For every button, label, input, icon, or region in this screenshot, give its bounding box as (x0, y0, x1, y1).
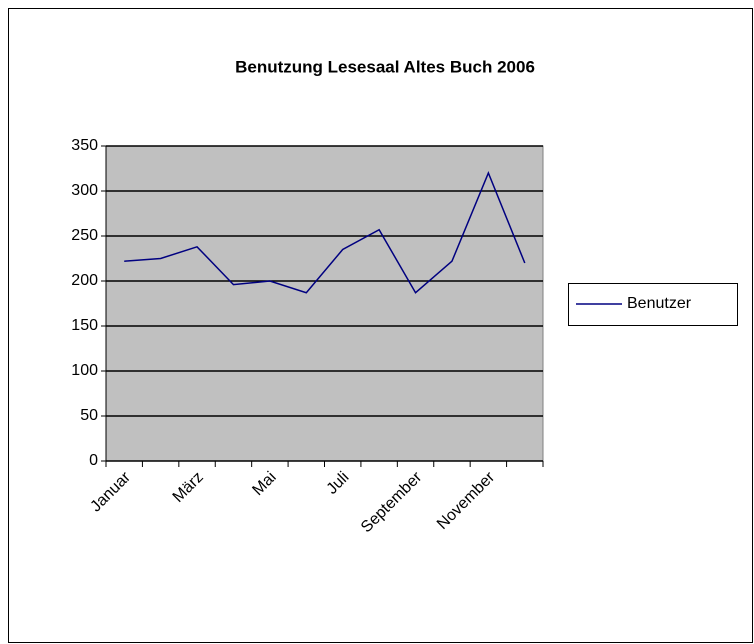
y-tick-label: 0 (89, 452, 98, 469)
line-series (124, 171, 526, 294)
y-tick-label: 200 (71, 272, 98, 289)
y-tick-label: 250 (71, 227, 98, 244)
chart-title: Benutzung Lesesaal Altes Buch 2006 (235, 57, 535, 76)
plot-area (105, 145, 544, 462)
y-tick-label: 300 (71, 182, 98, 199)
y-tick-label: 50 (80, 407, 98, 424)
legend-label: Benutzer (627, 295, 692, 312)
y-tick-label: 350 (71, 137, 98, 154)
y-tick-label: 150 (71, 317, 98, 334)
y-tick-label: 100 (71, 362, 98, 379)
